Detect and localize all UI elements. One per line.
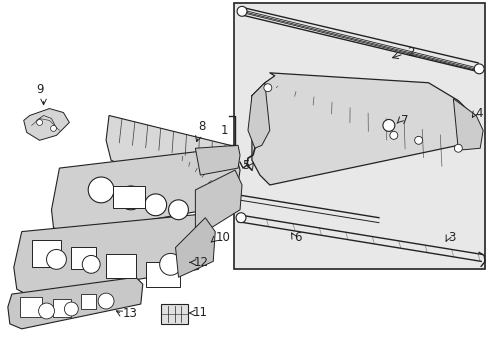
Circle shape [414,136,422,144]
Polygon shape [195,170,242,235]
Text: 5: 5 [242,159,249,172]
Text: 3: 3 [447,231,455,244]
Circle shape [264,84,271,92]
Circle shape [39,303,54,319]
Circle shape [119,186,142,210]
Circle shape [382,120,394,131]
Text: 13: 13 [122,307,138,320]
Circle shape [180,247,196,262]
Circle shape [160,253,181,275]
Bar [234,3,484,269]
Bar [106,255,136,278]
Polygon shape [251,73,475,185]
Circle shape [88,177,114,203]
Polygon shape [8,277,142,329]
Bar [145,262,180,287]
Circle shape [453,144,461,152]
Circle shape [64,302,78,316]
Circle shape [389,131,397,139]
Text: 11: 11 [192,306,207,319]
Circle shape [82,255,100,273]
Text: 9: 9 [36,83,43,96]
Polygon shape [452,99,482,150]
Text: 7: 7 [400,114,407,127]
Text: 2: 2 [406,46,413,59]
Polygon shape [195,145,240,175]
Text: 1: 1 [220,124,228,137]
Circle shape [236,213,245,223]
Polygon shape [24,109,69,140]
Text: 6: 6 [294,231,302,244]
Circle shape [168,200,188,220]
Bar [113,186,144,208]
Bar [161,304,188,324]
Polygon shape [106,116,238,185]
Polygon shape [247,83,269,148]
Polygon shape [51,148,240,235]
Circle shape [46,249,66,269]
Circle shape [237,6,246,16]
Polygon shape [14,215,210,297]
Circle shape [98,293,114,309]
Bar [20,297,41,317]
Bar [81,294,96,309]
Circle shape [37,120,42,125]
Text: 4: 4 [474,107,482,120]
Circle shape [144,194,166,216]
Text: 12: 12 [193,256,208,269]
Text: 8: 8 [198,120,205,133]
Circle shape [473,64,483,74]
Bar [32,239,61,267]
Polygon shape [175,218,215,277]
Circle shape [50,125,56,131]
Bar [53,299,71,317]
Bar [71,247,96,269]
Text: 10: 10 [215,231,230,244]
